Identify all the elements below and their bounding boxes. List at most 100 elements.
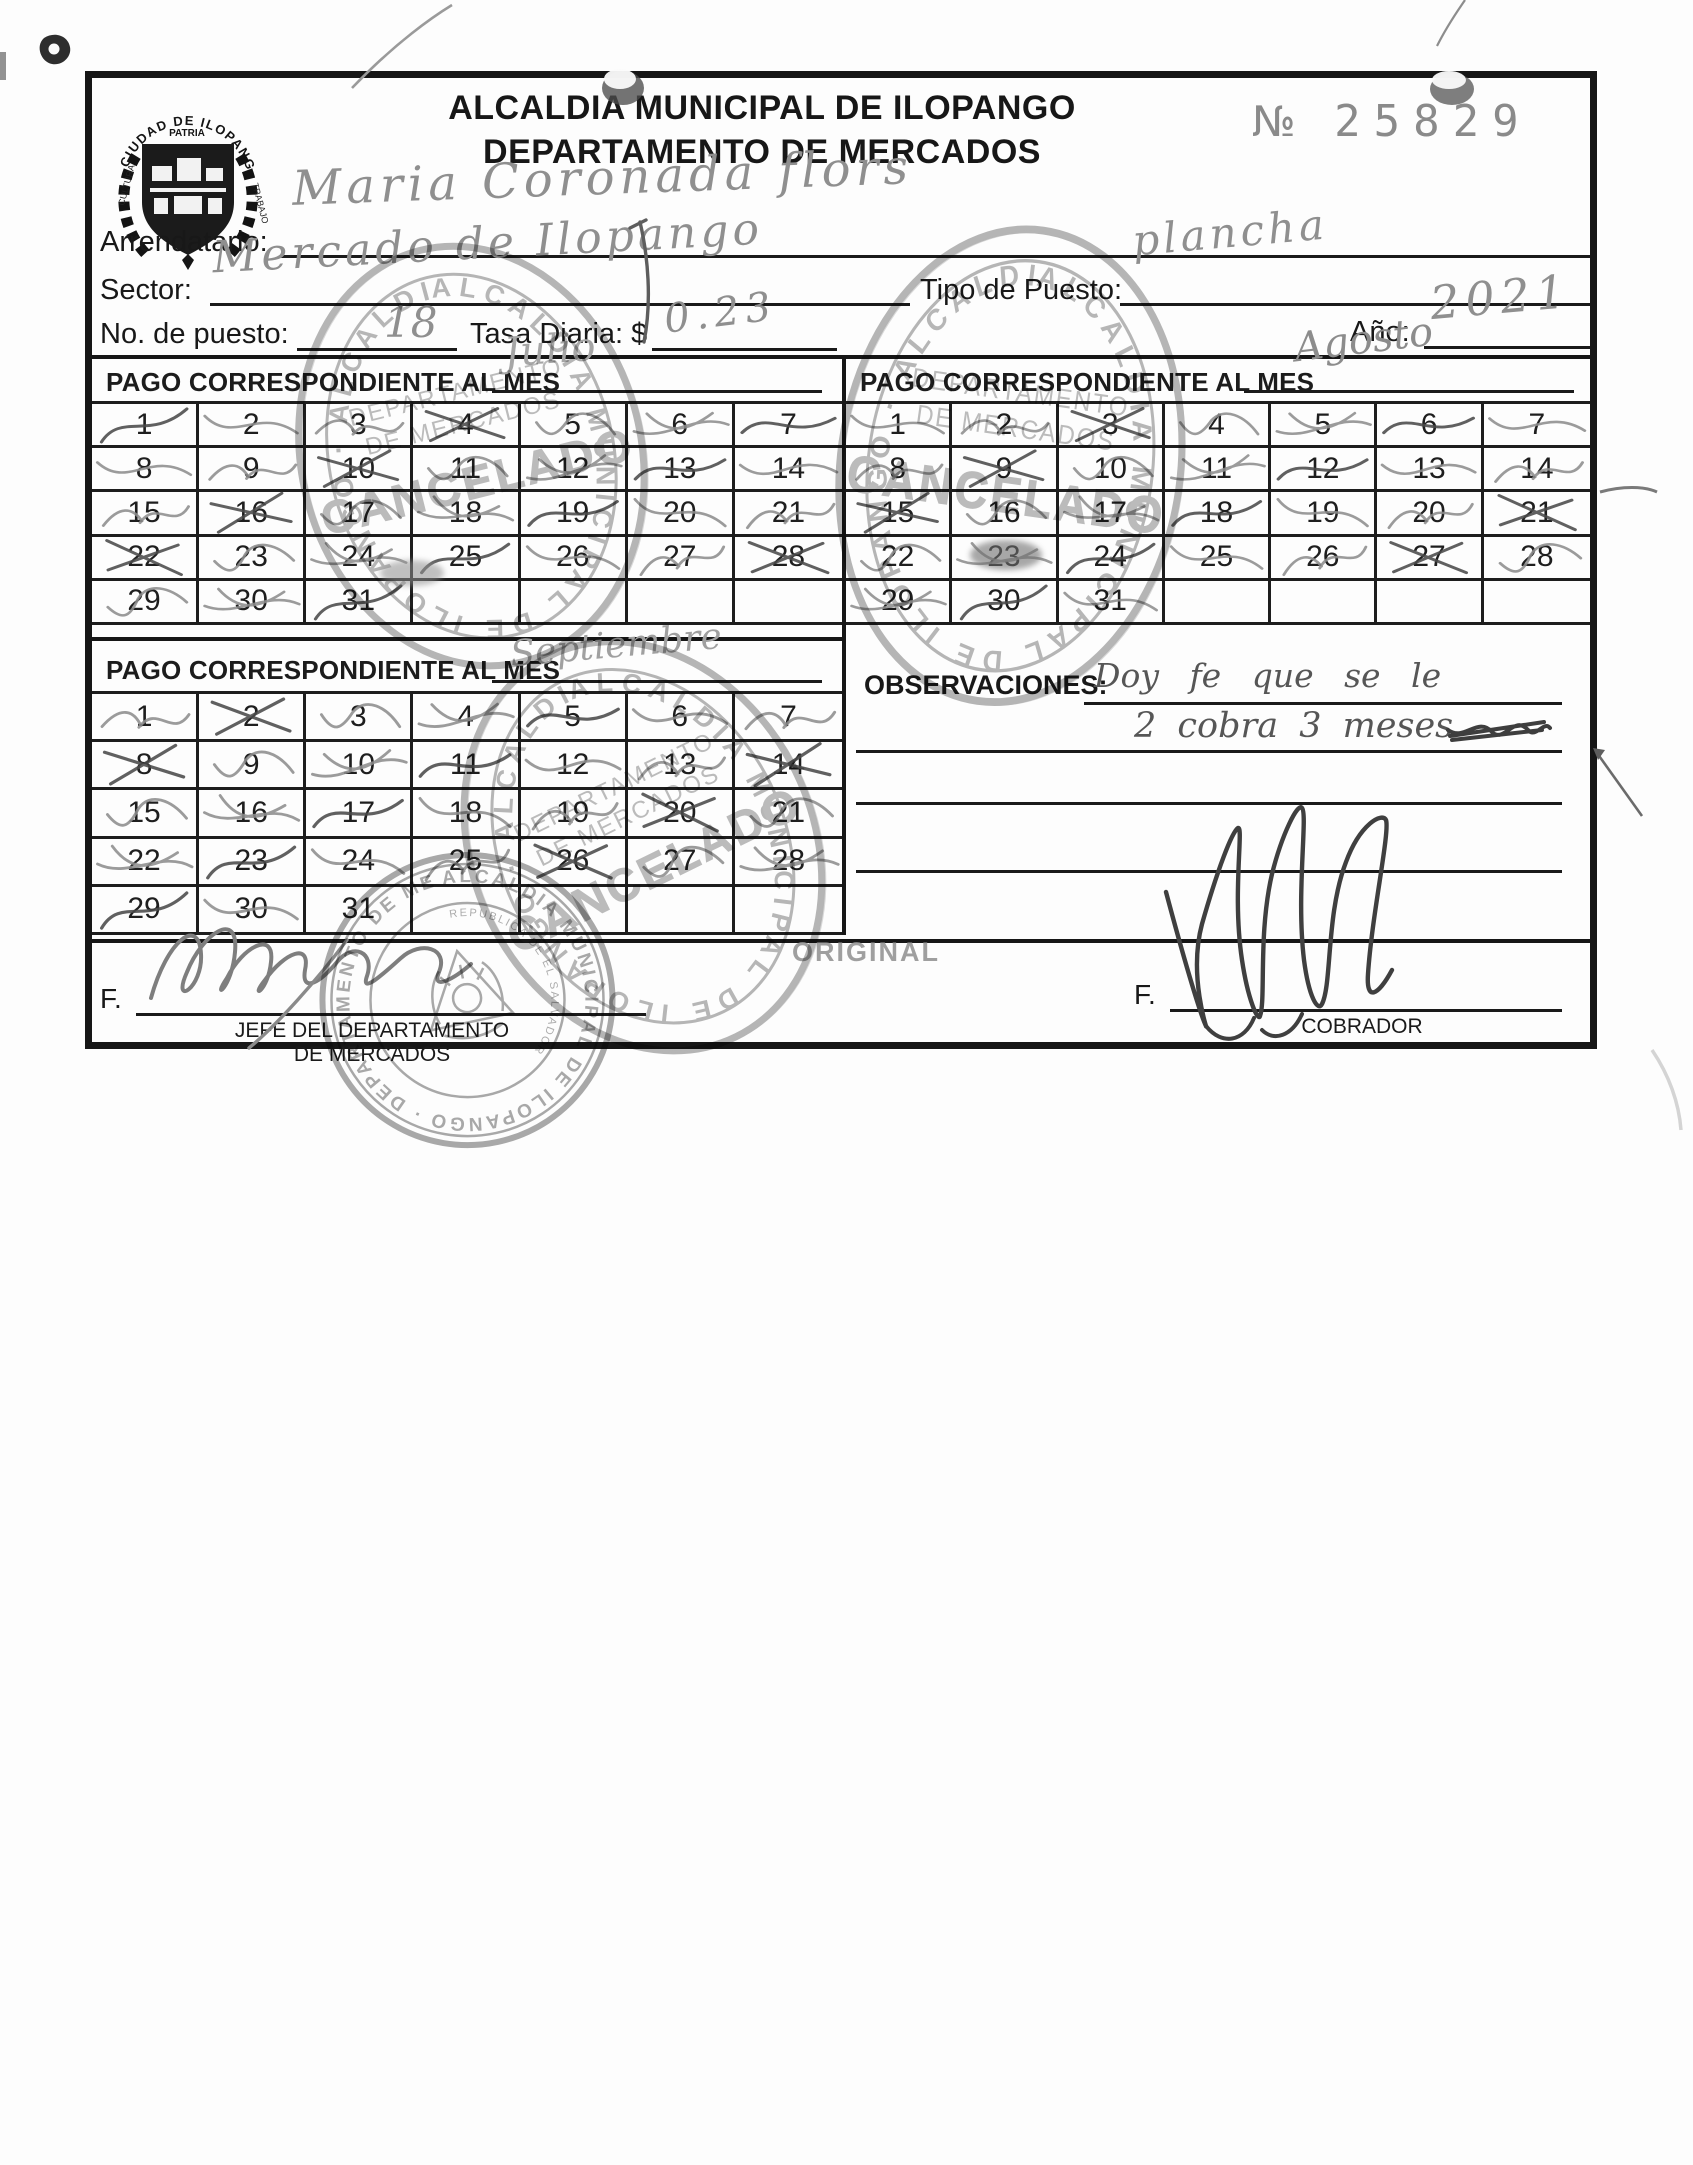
day-cell: 11 (413, 448, 521, 493)
day-number: 28 (771, 844, 806, 878)
day-number: 25 (448, 540, 483, 574)
day-number: 23 (234, 540, 268, 574)
pen-mark-artifact (1599, 486, 1658, 494)
day-cell: 30 (952, 580, 1059, 625)
day-cell: 4 (413, 404, 521, 449)
day-cell: 7 (734, 404, 842, 449)
day-number: 17 (341, 495, 376, 529)
day-cell (734, 581, 842, 625)
day-cell: 22 (92, 838, 200, 887)
day-number: 1 (135, 699, 153, 733)
day-cell: 29 (92, 580, 200, 625)
ink-smudge (380, 560, 444, 586)
day-number: 24 (1093, 540, 1127, 574)
day-cell: 25 (413, 838, 521, 887)
day-cell: 15 (92, 790, 200, 839)
day-grid: 1 2 3 4 5 6 7 8 9 10 11 12 13 14 15 16 1… (92, 404, 842, 625)
document-title: ALCALDIA MUNICIPAL DE ILOPANGO DEPARTAME… (352, 86, 1172, 174)
f-label-right: F. (1134, 979, 1156, 1010)
day-cell: 7 (734, 694, 842, 743)
day-number: 6 (671, 407, 689, 441)
day-number: 15 (127, 795, 161, 829)
day-cell: 5 (520, 404, 628, 449)
day-number: 2 (242, 699, 260, 733)
day-cell: 13 (1377, 448, 1484, 493)
day-number: 18 (448, 795, 483, 829)
day-cell: 29 (92, 886, 200, 935)
day-cell (520, 580, 628, 625)
day-number: 29 (127, 584, 161, 618)
day-cell: 17 (1058, 492, 1165, 537)
day-number: 27 (663, 844, 697, 878)
day-number: 30 (987, 584, 1021, 618)
day-cell: 12 (520, 448, 628, 493)
day-cell: 28 (734, 839, 842, 887)
day-number: 16 (234, 495, 268, 529)
no-puesto-label: No. de puesto: (100, 318, 289, 350)
sector-line (210, 303, 910, 306)
emblem-laurel-right (224, 153, 258, 260)
month-handwriting: Agosto (1291, 308, 1436, 372)
day-number: 26 (555, 844, 590, 878)
day-cell: 9 (199, 742, 307, 791)
day-cell: 24 (306, 838, 414, 887)
day-number: 15 (880, 495, 915, 529)
day-cell: 2 (199, 404, 307, 449)
day-number: 17 (341, 795, 376, 829)
day-number: 25 (1199, 540, 1234, 574)
day-cell: 18 (1164, 492, 1272, 537)
day-cell: 4 (1164, 404, 1272, 449)
day-number: 21 (771, 495, 806, 529)
day-cell: 15 (846, 492, 953, 537)
day-cell: 18 (413, 492, 521, 537)
day-cell: 14 (1483, 448, 1590, 493)
day-number: 12 (555, 747, 590, 781)
day-cell: 11 (1164, 448, 1272, 493)
day-cell: 13 (627, 742, 735, 791)
day-number: 30 (234, 892, 268, 926)
day-cell: 16 (199, 790, 307, 839)
number-sign: № (1252, 97, 1296, 146)
day-number: 2 (995, 407, 1013, 441)
day-cell (413, 580, 521, 625)
day-number: 4 (457, 699, 474, 733)
scan-blob-artifact (39, 34, 71, 65)
payment-grid-julio: PAGO CORRESPONDIENTE AL MES Julio 1 2 3 … (92, 324, 842, 625)
day-cell (627, 886, 735, 935)
grid-header: PAGO CORRESPONDIENTE AL MES Julio (92, 324, 842, 404)
emblem-laurel-left (118, 153, 152, 260)
number-value: 25829 (1334, 96, 1532, 147)
ano-line (1424, 346, 1590, 349)
day-number: 11 (449, 451, 482, 485)
day-grid: 1 2 3 4 5 6 7 8 9 10 11 12 13 14 15 16 1… (846, 404, 1590, 625)
day-cell: 20 (1377, 492, 1484, 537)
scratched-out-word (1446, 720, 1552, 742)
day-cell: 12 (1271, 448, 1378, 493)
day-number: 28 (1520, 540, 1554, 574)
day-number: 19 (1306, 495, 1340, 529)
hairline-artifact (1436, 0, 1466, 47)
grid-label: PAGO CORRESPONDIENTE AL MES (860, 367, 1315, 397)
observaciones-handwriting-2: 2 cobra 3 meses (1134, 706, 1454, 746)
month-line (492, 680, 822, 683)
day-number: 16 (234, 795, 268, 829)
ano-handwriting: 2021 (1427, 263, 1574, 331)
day-number: 19 (555, 795, 590, 829)
receipt-form: CIUDAD DE ILOPANGO PATRIA CULTURA TRABAJ… (85, 71, 1597, 1164)
ink-smudge (970, 540, 1042, 570)
day-number: 10 (341, 747, 376, 781)
day-number: 28 (771, 540, 806, 574)
left-title-line1: JEFE DEL DEPARTAMENTO (234, 1019, 510, 1042)
day-number: 31 (1093, 584, 1127, 618)
title-line1: ALCALDIA MUNICIPAL DE ILOPANGO (448, 89, 1076, 127)
day-number: 10 (1093, 451, 1127, 485)
day-number: 1 (135, 407, 153, 441)
day-number: 19 (555, 495, 590, 529)
day-number: 3 (1101, 407, 1119, 441)
day-number: 29 (880, 584, 915, 618)
observaciones-handwriting-1: Doy fe que se le (1094, 656, 1442, 695)
day-cell: 31 (306, 580, 414, 625)
day-cell: 14 (734, 742, 842, 791)
sector-label: Sector: (100, 274, 192, 306)
